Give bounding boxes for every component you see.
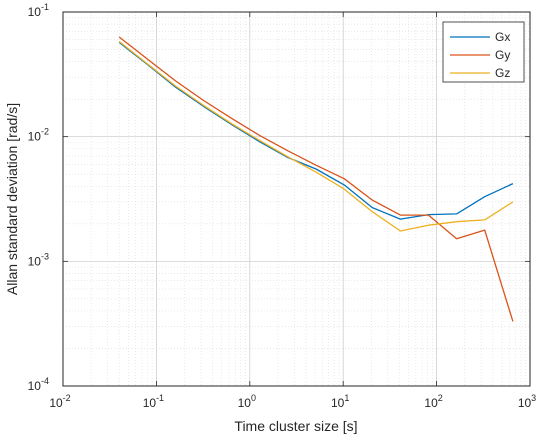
x-tick-label: 101: [331, 393, 349, 410]
legend-label-gx: Gx: [495, 30, 510, 44]
axis-ticks: [62, 11, 531, 387]
axes-box: [62, 11, 531, 387]
x-axis-title: Time cluster size [s]: [234, 418, 357, 434]
x-tick-label: 10-1: [143, 393, 164, 410]
x-tick-label: 10-2: [49, 393, 70, 410]
legend-label-gz: Gz: [495, 66, 510, 80]
x-tick-labels: 10-2 10-1 100 101 102 103: [49, 393, 536, 410]
legend-label-gy: Gy: [495, 48, 510, 62]
y-tick-labels: 10-4 10-3 10-2 10-1: [28, 2, 49, 393]
series-line-gy: [118, 36, 514, 322]
series-layer: [118, 36, 514, 322]
legend: Gx Gy Gz: [442, 21, 525, 83]
y-tick-label: 10-1: [28, 2, 49, 19]
x-tick-label: 100: [238, 393, 256, 410]
y-tick-label: 10-3: [28, 251, 49, 268]
y-tick-label: 10-4: [28, 376, 49, 393]
x-tick-label: 103: [518, 393, 536, 410]
y-tick-label: 10-2: [28, 127, 49, 144]
y-axis-title: Allan standard deviation [rad/s]: [4, 103, 20, 295]
series-line-gx: [118, 41, 514, 220]
x-tick-label: 102: [424, 393, 442, 410]
legend-box: [442, 21, 525, 83]
legend-entries: Gx Gy Gz: [450, 30, 510, 80]
minor-grid: [63, 12, 530, 386]
series-line-gz: [118, 40, 514, 232]
